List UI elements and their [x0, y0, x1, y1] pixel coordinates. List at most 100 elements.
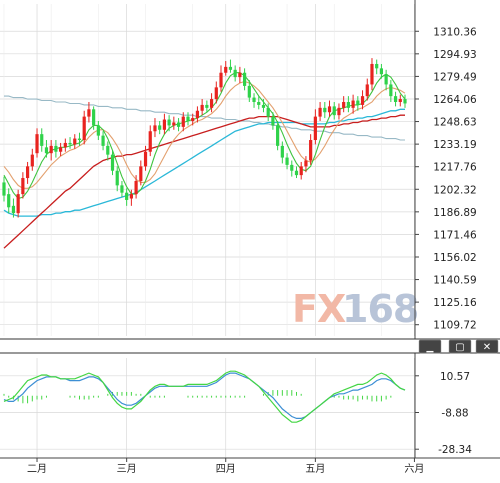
candle	[257, 96, 261, 110]
candle	[332, 101, 336, 120]
candlesticks	[2, 58, 407, 218]
restore-button[interactable]: ▢	[448, 339, 472, 354]
candle	[360, 90, 365, 110]
price-tick-label: 1264.06	[433, 94, 477, 106]
month-label: 二月	[27, 463, 47, 475]
candle	[238, 66, 242, 83]
candle	[30, 148, 34, 171]
candle	[379, 63, 384, 79]
candle-body	[87, 109, 91, 117]
candle	[337, 103, 341, 120]
candle-body	[106, 145, 110, 155]
candle	[44, 140, 49, 158]
candle-body	[82, 116, 86, 141]
candle-body	[77, 138, 82, 141]
candle	[403, 94, 407, 108]
candle	[153, 118, 157, 138]
signal-line	[3, 370, 406, 423]
candle-body	[360, 96, 365, 105]
month-label: 三月	[117, 463, 137, 475]
candle-body	[35, 134, 39, 154]
candle	[205, 100, 209, 113]
candle-body	[21, 178, 25, 195]
candle-body	[49, 145, 53, 154]
candle-body	[148, 131, 152, 152]
candle-body	[186, 116, 190, 122]
price-tick-label: 1248.63	[433, 117, 476, 129]
candle	[384, 69, 388, 91]
candle	[252, 93, 256, 108]
candle-body	[370, 63, 374, 85]
candle-body	[337, 107, 341, 116]
candle	[63, 138, 67, 152]
macd-axis: 10.57 -8.88 -28.34	[0, 353, 500, 459]
candle-body	[153, 125, 157, 132]
candle	[224, 61, 228, 76]
candle-body	[59, 147, 63, 152]
candle	[49, 140, 53, 161]
restore-icon: ▢	[455, 342, 464, 353]
candle	[148, 125, 152, 157]
candle-body	[247, 85, 251, 98]
ma-short-line	[3, 72, 406, 200]
candle-body	[356, 100, 360, 105]
price-tick-label: 1125.16	[433, 297, 477, 309]
candle	[106, 141, 110, 161]
candle-body	[309, 140, 313, 161]
candle	[200, 99, 204, 116]
minimize-button[interactable]: ▁	[418, 339, 442, 354]
candle-body	[143, 151, 148, 167]
candle	[323, 101, 327, 119]
candle-body	[219, 72, 223, 88]
candle	[125, 188, 129, 206]
candle	[356, 96, 360, 111]
price-tick-label: 1156.02	[433, 252, 476, 264]
candle-body	[332, 106, 336, 116]
candle-body	[294, 170, 299, 176]
candle-body	[73, 138, 77, 145]
candle-body	[139, 166, 143, 181]
candle	[290, 160, 294, 177]
candle-body	[393, 96, 398, 102]
candle	[370, 58, 374, 91]
candle	[309, 134, 313, 165]
close-button[interactable]: ✕	[475, 339, 499, 354]
candle-body	[25, 166, 30, 179]
candle	[271, 112, 275, 130]
candle	[68, 137, 72, 149]
candle	[143, 145, 148, 171]
candle-body	[342, 101, 346, 108]
candle-body	[134, 180, 138, 195]
candle	[228, 59, 233, 73]
candle	[172, 116, 176, 130]
candle	[214, 81, 218, 104]
candle	[285, 153, 289, 170]
candle-body	[7, 194, 11, 208]
candle	[16, 189, 20, 218]
candle-body	[101, 135, 105, 146]
macd-grid	[0, 358, 415, 458]
price-tick-label: 1140.59	[433, 275, 476, 287]
candle-body	[2, 182, 6, 196]
candle-body	[176, 122, 181, 127]
ma-long-cyan-line	[3, 108, 405, 217]
candle-body	[16, 194, 20, 214]
candle-body	[261, 104, 266, 108]
month-label: 四月	[216, 463, 236, 475]
candle	[73, 134, 77, 149]
candle-body	[379, 68, 384, 75]
candle-body	[384, 74, 388, 85]
candle	[40, 128, 44, 152]
candle-body	[351, 100, 355, 108]
candle	[351, 94, 355, 114]
price-tick-label: 1233.19	[433, 139, 476, 151]
candle	[243, 68, 247, 91]
candle-body	[11, 205, 16, 214]
candle-body	[403, 99, 407, 104]
candle	[375, 59, 379, 75]
window-controls: ▁ ▢ ✕	[418, 339, 499, 354]
candle-body	[280, 145, 284, 158]
candle-body	[162, 119, 166, 130]
candle-body	[167, 119, 171, 126]
